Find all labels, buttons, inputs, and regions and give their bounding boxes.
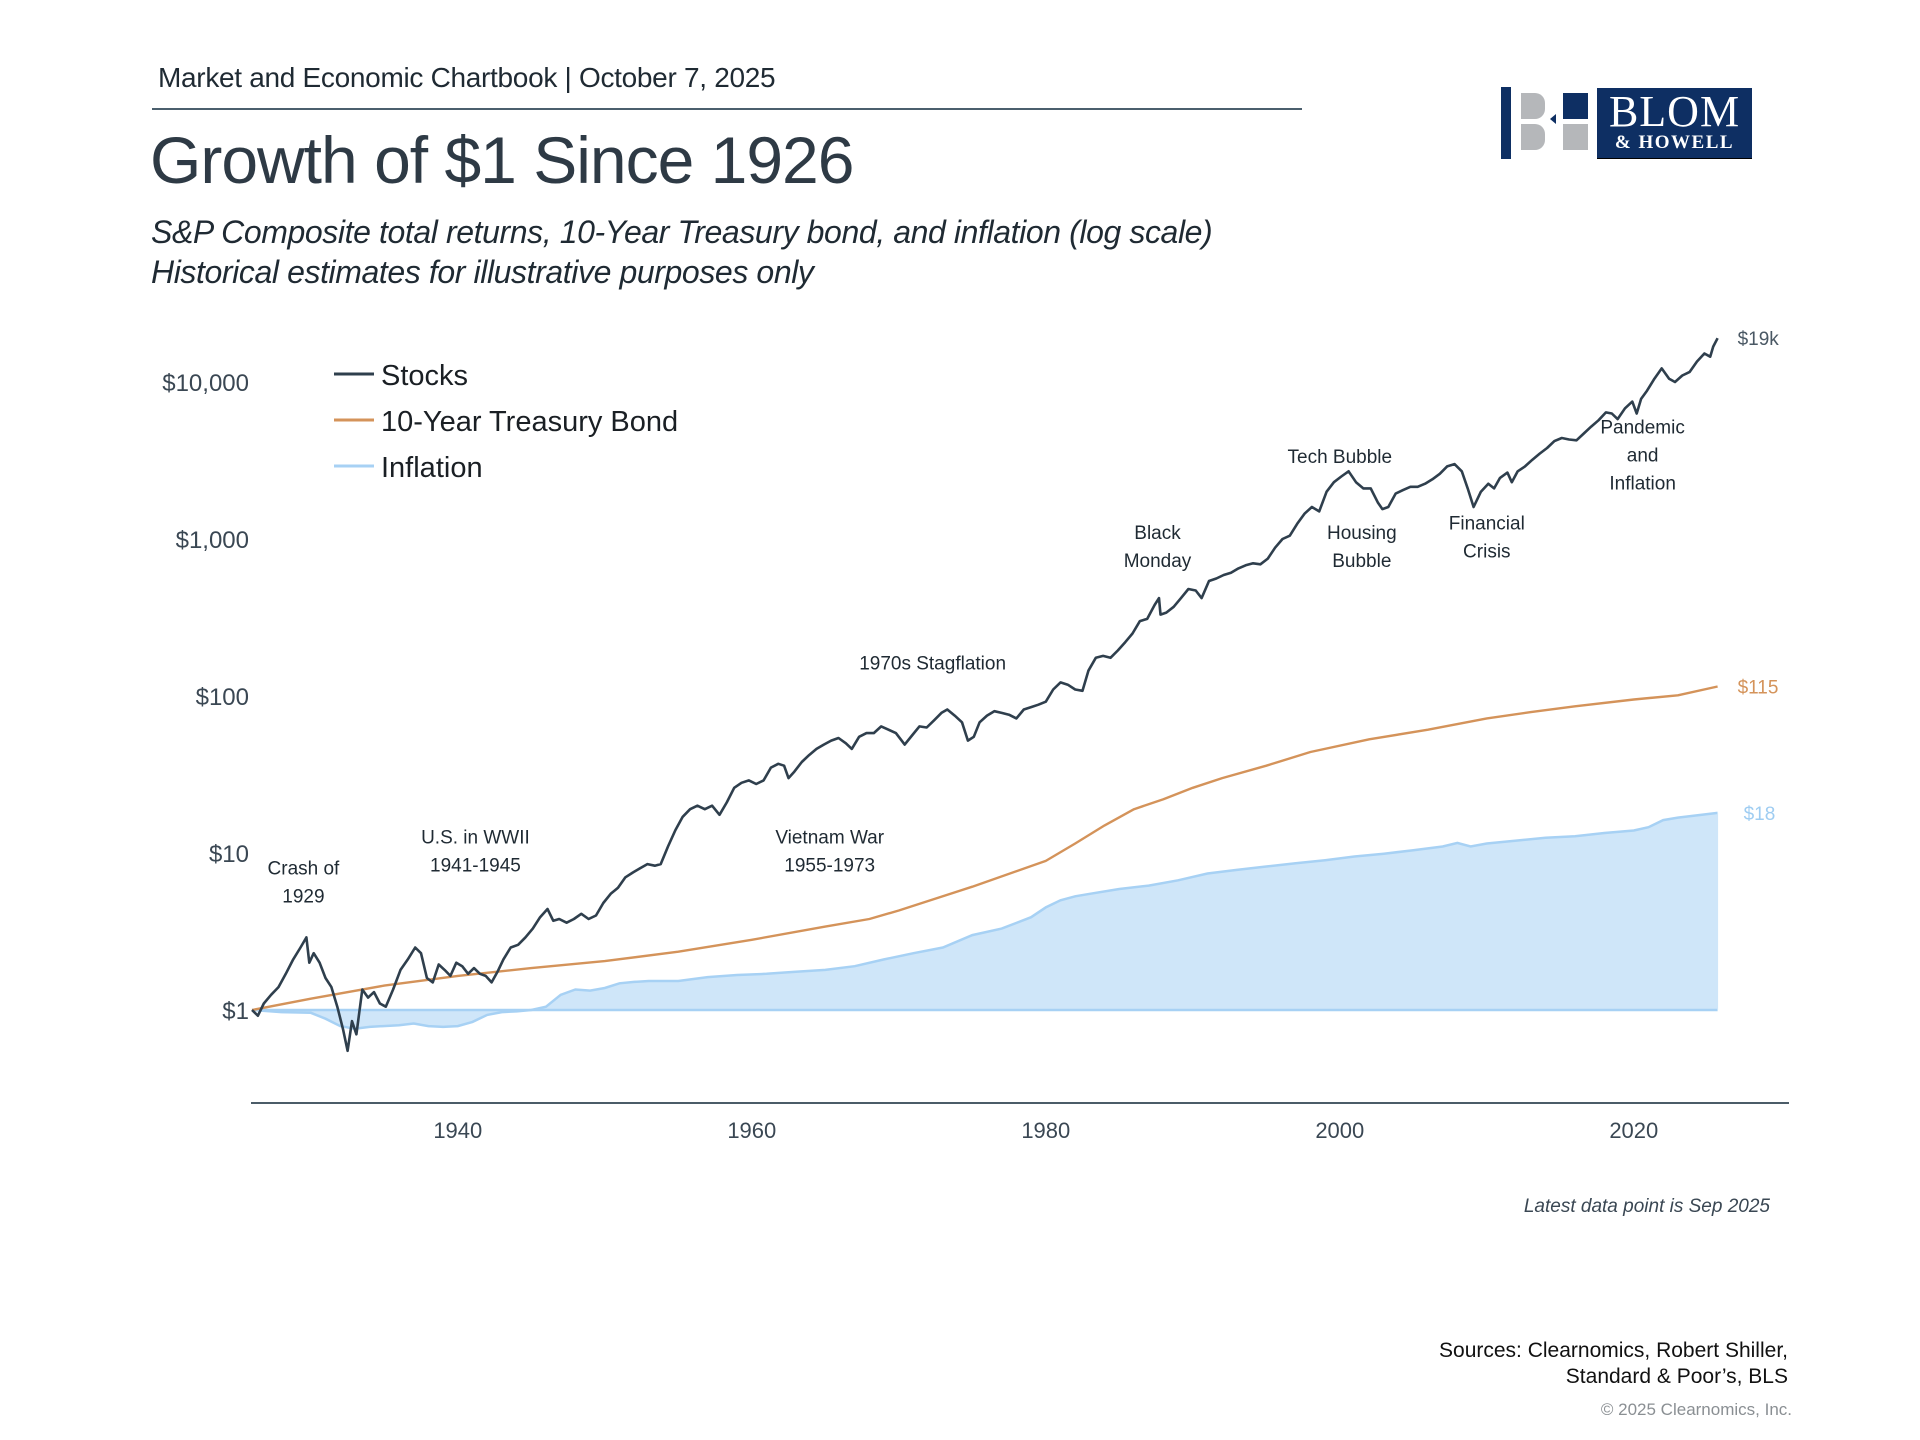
- subtitle-line-2: Historical estimates for illustrative pu…: [151, 254, 814, 290]
- stocks-end-label: $19k: [1738, 329, 1780, 350]
- y-tick-label: $1: [222, 998, 249, 1025]
- subtitle: S&P Composite total returns, 10-Year Tre…: [151, 212, 1213, 292]
- annotation-financial-crisis: Financial Crisis: [1449, 513, 1525, 562]
- annotations: Crash of 1929 U.S. in WWII 1941-1945 Vietnam…: [268, 417, 1685, 907]
- logo-b-upper-icon: [1521, 93, 1545, 119]
- annotation-line: 1941-1945: [430, 855, 521, 876]
- logo-b-lower-icon: [1521, 124, 1545, 150]
- annotation-line: and: [1627, 445, 1659, 466]
- sources: Sources: Clearnomics, Robert Shiller, St…: [1439, 1338, 1788, 1390]
- annotation-line: Black: [1134, 523, 1181, 544]
- annotation-line: Vietnam War: [775, 827, 884, 848]
- annotation-black-monday: Black Monday: [1124, 523, 1192, 572]
- end-labels: $19k $115 $18: [1738, 329, 1780, 825]
- logo-h-upper-icon: [1563, 93, 1588, 119]
- blom-howell-logo: BLOM & HOWELL: [1500, 87, 1753, 159]
- legend-label-10-year-treasury-bond: 10-Year Treasury Bond: [381, 406, 678, 438]
- logo-arrow-icon: [1550, 114, 1556, 124]
- annotation-housing-bubble: Housing Bubble: [1327, 523, 1397, 572]
- header-divider: [152, 108, 1302, 110]
- inflation-line: [251, 811, 1718, 1030]
- annotation-line: 1970s Stagflation: [859, 653, 1006, 674]
- x-tick-label: 1960: [727, 1118, 776, 1143]
- y-tick-label: $100: [196, 684, 249, 711]
- y-tick-label: $10,000: [162, 370, 249, 397]
- x-axis: 1940 1960 1980 2000 2020: [251, 1102, 1789, 1143]
- annotation-vietnam-war-1955-1973: Vietnam War 1955-1973: [775, 827, 884, 876]
- logo-name-line-1: BLOM: [1608, 87, 1741, 136]
- logo-h-lower-icon: [1563, 124, 1588, 150]
- inflation-area-layer: [251, 811, 1719, 1030]
- stocks-line: [251, 337, 1719, 1053]
- annotation-line: Monday: [1124, 551, 1192, 572]
- x-tick-label: 2020: [1609, 1118, 1658, 1143]
- sources-line-2: Standard & Poor’s, BLS: [1565, 1365, 1788, 1388]
- legend-label-inflation: Inflation: [381, 452, 483, 484]
- annotation-u-s-in-wwii-1941-1945: U.S. in WWII 1941-1945: [421, 827, 530, 876]
- logo-name-line-2: & HOWELL: [1614, 132, 1735, 153]
- annotation-tech-bubble: Tech Bubble: [1288, 447, 1393, 468]
- inflation-end-label: $18: [1744, 804, 1776, 825]
- annotation-line: 1929: [282, 886, 324, 907]
- y-tick-label: $1,000: [176, 527, 249, 554]
- annotation-1970s-stagflation: 1970s Stagflation: [859, 653, 1006, 674]
- chartbook-header: Market and Economic Chartbook | October …: [158, 62, 776, 93]
- x-tick-label: 2000: [1315, 1118, 1364, 1143]
- annotation-line: Crash of: [268, 858, 341, 879]
- logo-bar-icon: [1501, 87, 1511, 159]
- latest-data-note: Latest data point is Sep 2025: [1523, 1196, 1770, 1217]
- legend-label-stocks: Stocks: [381, 360, 468, 392]
- legend: Stocks 10-Year Treasury Bond Inflation: [334, 360, 678, 484]
- y-axis: $1 $10 $100 $1,000 $10,000: [162, 370, 249, 1025]
- inflation-area: [252, 812, 1718, 1029]
- annotation-line: Inflation: [1609, 473, 1676, 494]
- logo-wordmark: BLOM & HOWELL: [1597, 87, 1752, 159]
- annotation-line: Bubble: [1332, 551, 1391, 572]
- x-tick-label: 1980: [1021, 1118, 1070, 1143]
- x-tick-label: 1940: [433, 1118, 482, 1143]
- 10-year-treasury-bond-line: [251, 685, 1718, 1012]
- 10-year-treasury-bond-end-label: $115: [1738, 677, 1779, 698]
- y-tick-label: $10: [209, 841, 249, 868]
- copyright: © 2025 Clearnomics, Inc.: [1600, 1400, 1792, 1419]
- page-title: Growth of $1 Since 1926: [150, 123, 854, 197]
- annotation-line: Crisis: [1463, 541, 1511, 562]
- annotation-line: Tech Bubble: [1288, 447, 1393, 468]
- annotation-line: Housing: [1327, 523, 1397, 544]
- annotation-line: Pandemic: [1600, 417, 1685, 438]
- subtitle-line-1: S&P Composite total returns, 10-Year Tre…: [151, 214, 1213, 250]
- sources-line-1: Sources: Clearnomics, Robert Shiller,: [1439, 1339, 1788, 1362]
- annotation-line: Financial: [1449, 513, 1525, 534]
- series-lines-layer: [251, 337, 1719, 1053]
- annotation-line: 1955-1973: [784, 855, 875, 876]
- annotation-crash-of-1929: Crash of 1929: [268, 858, 341, 907]
- annotation-line: U.S. in WWII: [421, 827, 530, 848]
- annotation-pandemic-and-inflation: Pandemic and Inflation: [1600, 417, 1685, 494]
